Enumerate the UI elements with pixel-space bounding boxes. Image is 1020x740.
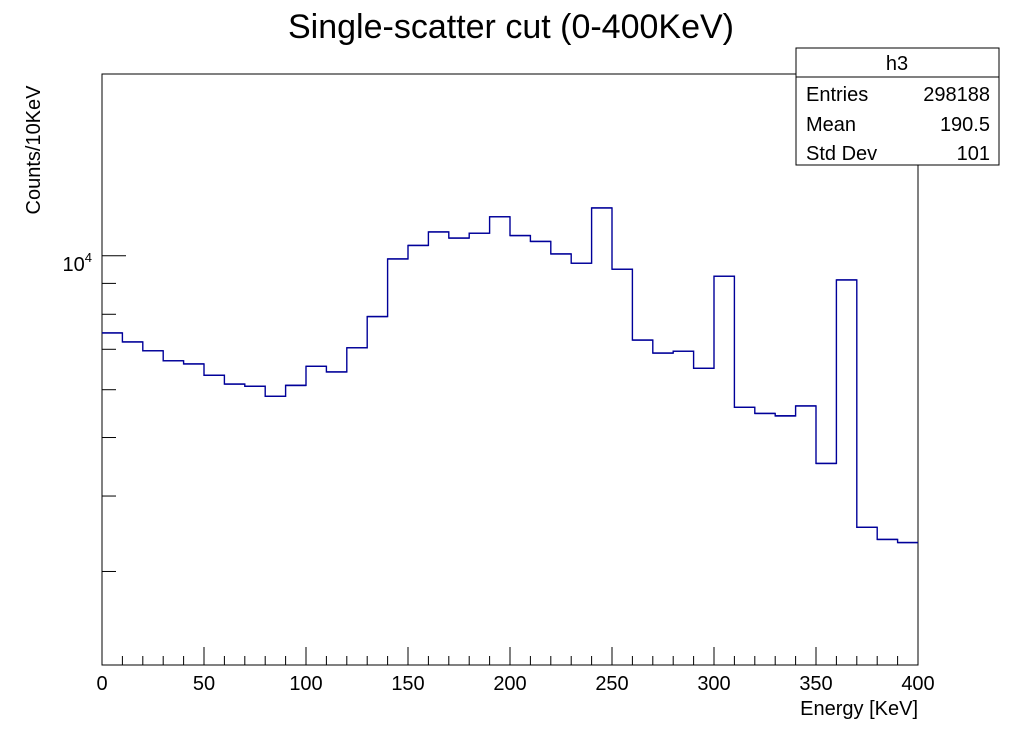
x-tick-label: 200	[493, 673, 526, 695]
x-tick-label: 250	[595, 673, 628, 695]
stats-box: h3 Entries 298188 Mean 190.5 Std Dev 101	[795, 47, 1000, 166]
x-axis-ticks	[101, 647, 919, 665]
x-tick-label: 50	[193, 673, 215, 695]
stats-mean-label: Mean	[806, 114, 856, 136]
stats-box-frame	[795, 47, 1000, 166]
y-axis-title: Counts/10KeV	[23, 85, 45, 215]
y-axis-ticks	[102, 73, 126, 572]
y-tick-label-base: 10	[63, 254, 85, 276]
stats-stddev-label: Std Dev	[806, 143, 877, 165]
stats-entries-value: 298188	[923, 84, 990, 106]
x-axis-title: Energy [KeV]	[800, 698, 918, 720]
x-tick-label: 100	[289, 673, 322, 695]
histogram-series	[102, 207, 918, 544]
y-axis-title-group: Counts/10KeV	[23, 85, 45, 215]
stats-mean-value: 190.5	[940, 114, 990, 136]
y-tick-label-1e4: 104	[63, 250, 92, 276]
x-tick-label: 150	[391, 673, 424, 695]
y-tick-label-exponent: 4	[85, 250, 92, 265]
x-axis-tick-labels: 0 50 100 150 200 250 300 350 400	[96, 673, 934, 695]
x-tick-label: 300	[697, 673, 730, 695]
x-tick-label: 0	[96, 673, 107, 695]
stats-stddev-value: 101	[957, 143, 990, 165]
histogram-outline	[102, 207, 918, 544]
stats-box-title: h3	[886, 53, 908, 75]
chart-title: Single-scatter cut (0-400KeV)	[288, 8, 734, 46]
x-tick-label: 400	[901, 673, 934, 695]
x-tick-label: 350	[799, 673, 832, 695]
stats-entries-label: Entries	[806, 84, 868, 106]
